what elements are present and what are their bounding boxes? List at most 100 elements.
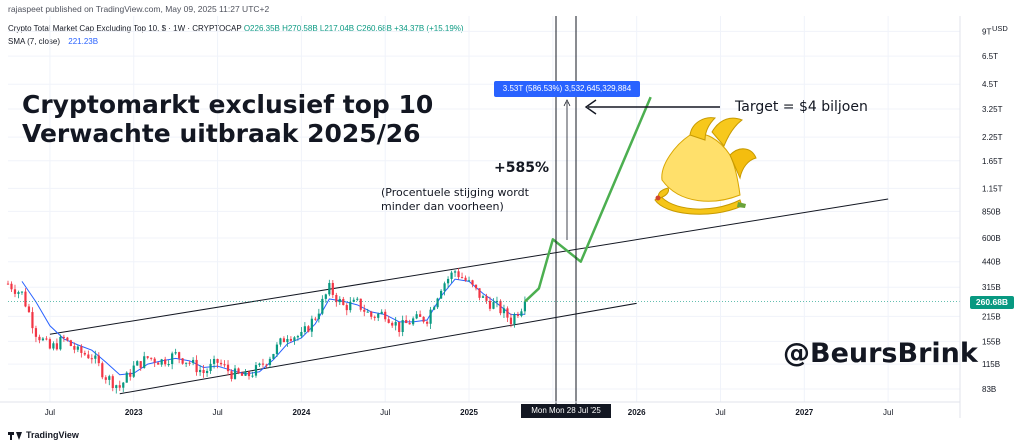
candle-body [55,343,58,350]
candle-body [209,363,212,371]
candle-body [499,300,502,314]
candle-body [356,298,359,300]
candle-body [401,320,404,332]
candle-body [10,283,13,290]
candle-body [178,352,181,359]
candle-body [366,311,369,313]
candle-body [118,385,121,388]
symbol-title[interactable]: Crypto Total Market Cap Excluding Top 10… [8,24,242,33]
y-tick-label: 600B [982,234,1001,243]
candle-body [433,307,436,310]
tradingview-footer[interactable]: TradingView [8,430,79,440]
candle-body [94,355,97,359]
y-tick-label: 850B [982,207,1001,216]
candle-body [492,302,495,309]
candle-body [226,364,230,372]
candle-body [150,357,153,359]
candle-body [164,359,167,365]
candle-body [62,336,65,338]
candle-body [108,376,111,380]
candle-body [233,368,237,379]
note-line2: minder dan voorheen) [381,200,504,213]
candle-body [87,354,90,359]
candle-body [31,312,34,329]
candle-body [160,359,163,365]
candle-body [80,346,83,353]
candle-body [321,298,324,314]
candle-body [132,365,135,377]
candle-body [467,280,471,282]
candle-body [314,318,317,320]
y-tick-label: 9T [982,27,991,36]
projection-path [524,96,652,303]
candle-body [129,372,132,377]
candle-body [436,298,439,308]
candle-body [328,282,331,295]
candle-body [352,299,355,302]
candle-body [101,363,104,378]
candle-body [509,317,513,325]
candle-body [488,300,492,309]
candle-body [391,322,394,326]
candle-body [495,300,499,303]
candle-body [331,282,334,295]
candle-body [34,328,38,337]
candle-body [419,314,422,317]
candle-body [394,322,397,326]
y-tick-label: 6.5T [982,52,998,61]
candle-body [174,352,177,354]
candle-body [296,336,299,338]
candle-body [69,340,72,346]
channel-upper-line [49,198,889,335]
candle-body [373,316,376,318]
candle-body [45,338,48,340]
candle-body [443,283,446,291]
candle-body [415,314,418,319]
x-tick-label: 2023 [125,408,143,417]
candle-body [412,318,415,325]
published-by: rajaspeet published on TradingView.com, … [8,4,270,14]
candle-body [195,359,198,373]
candle-body [219,362,223,365]
candle-body [446,278,450,284]
x-tick-label: Jul [212,408,222,417]
candle-body [513,314,516,325]
candle-body [146,356,149,358]
x-tick-label: 2027 [795,408,813,417]
candle-body [76,346,79,350]
candle-body [516,314,520,316]
candle-body [272,353,275,359]
candle-body [363,309,366,312]
symbol-info: Crypto Total Market Cap Excluding Top 10… [8,24,464,33]
sma-value: 221.23B [68,37,99,46]
y-tick-label: 215B [982,312,1001,321]
candle-body [342,298,345,306]
candle-body [523,301,527,312]
sma-indicator[interactable]: SMA (7, close) 221.23B [8,37,98,46]
candle-body [422,316,425,322]
candle-body [426,321,429,324]
candle-body [303,326,306,332]
candle-body [125,372,128,383]
sma-label: SMA (7, close) [8,37,61,46]
candle-body [198,369,202,373]
candle-body [223,364,226,366]
y-tick-label: 115B [982,360,1000,369]
candle-body [59,336,62,350]
x-tick-label: 2024 [292,408,310,417]
x-tick-label: Jul [883,408,893,417]
candle-body [251,375,254,377]
candle-body [52,343,55,349]
candle-body [370,311,373,317]
candle-body [185,362,188,364]
currency-selector[interactable]: USD [992,24,1008,33]
candle-body [349,301,352,311]
candle-body [324,294,327,299]
target-label: Target = $4 biljoen [735,99,868,115]
candle-body [453,271,457,273]
measure-label: 3.53T (586.53%) 3,532,645,329,884 [494,81,640,97]
candle-body [27,306,31,313]
candle-body [17,292,20,294]
banana-icon [654,117,757,215]
